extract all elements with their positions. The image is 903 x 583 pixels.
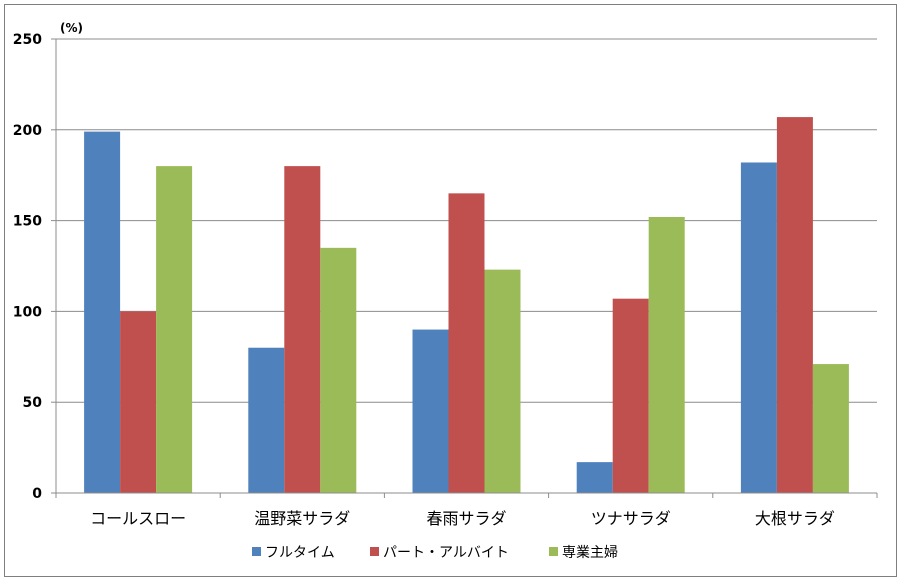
bar [648,216,685,493]
x-category-label: ツナサラダ [591,509,671,528]
bar [776,117,813,493]
y-tick-label: 250 [13,32,42,48]
x-category-labels: コールスロー 温野菜サラダ 春雨サラダ ツナサラダ 大根サラダ [90,509,835,528]
y-tick-label: 100 [13,304,42,320]
axes [51,38,878,498]
y-tick-label: 200 [13,123,42,139]
bars [84,117,849,494]
bar [448,193,485,494]
bar [576,462,613,493]
bar [612,298,649,493]
y-tick-labels: 0 50 100 150 200 250 [13,32,42,502]
y-tick-label: 50 [23,395,43,411]
x-category-label: 温野菜サラダ [254,509,350,528]
legend-swatch [370,547,379,556]
bar [120,311,157,493]
y-tick-label: 0 [32,486,42,502]
legend-label: フルタイム [265,545,335,561]
x-category-label: 大根サラダ [755,509,835,528]
y-unit-label: (%) [60,21,83,35]
legend-swatch [549,547,558,556]
legend-label: パート・アルバイト [383,545,509,561]
bar [740,162,777,493]
y-tick-label: 150 [13,214,42,230]
legend-label: 専業主婦 [562,544,618,561]
bar [284,166,321,493]
bar [156,166,193,493]
x-category-label: コールスロー [90,509,186,528]
bar [484,269,521,493]
x-category-label: 春雨サラダ [426,509,506,528]
legend: フルタイム パート・アルバイト 専業主婦 [252,544,618,561]
bar [412,329,449,493]
bar [84,131,121,493]
bar [248,347,285,493]
bar [320,247,357,493]
legend-swatch [252,547,261,556]
bar [812,364,849,493]
